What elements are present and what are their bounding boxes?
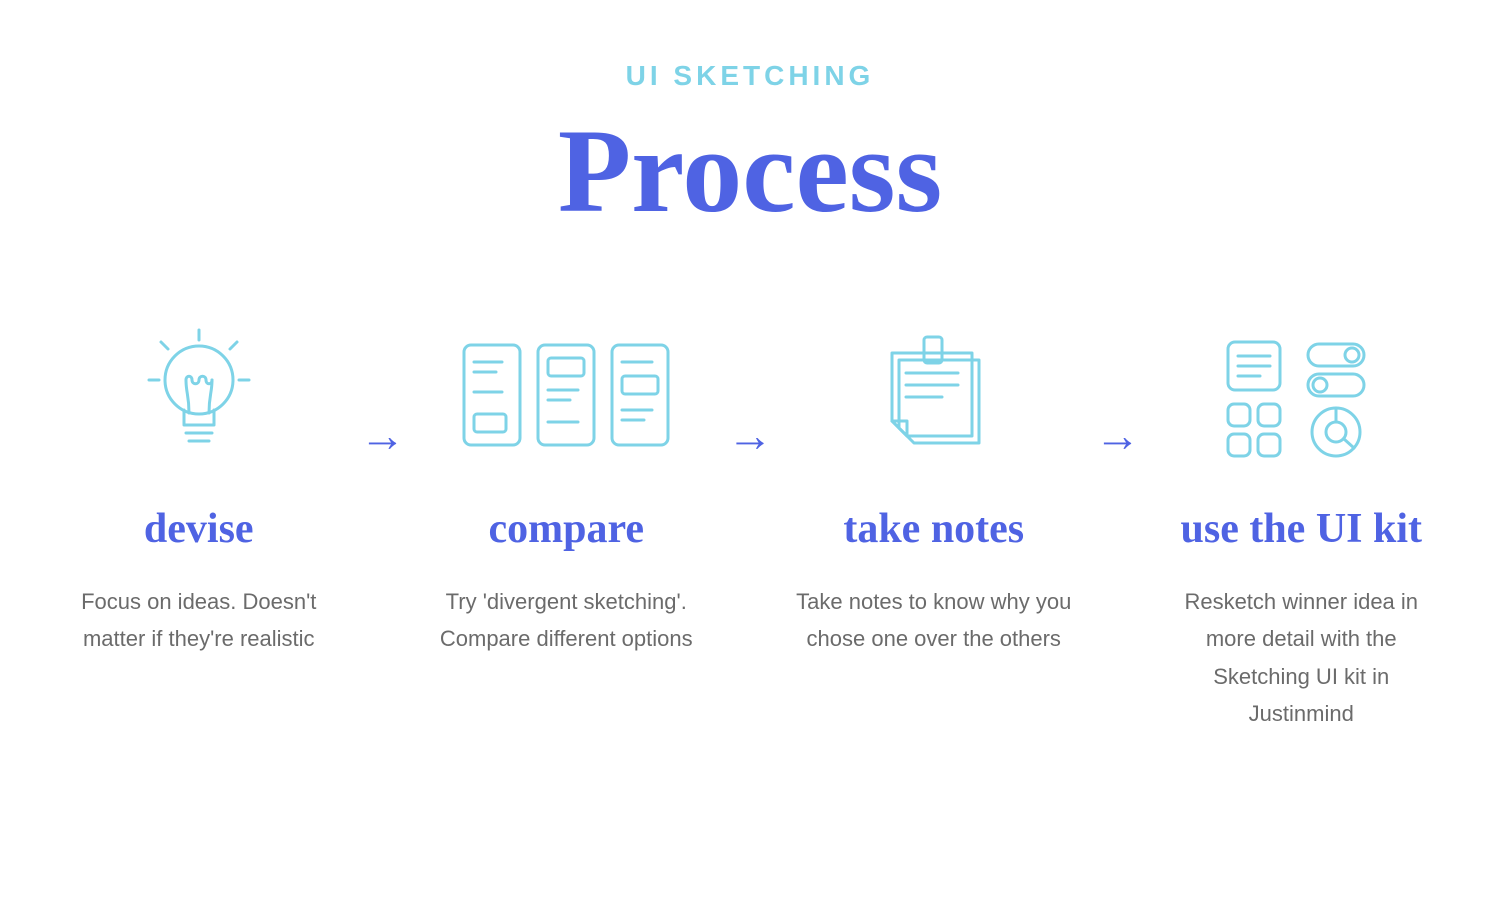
step-description: Focus on ideas. Doesn't matter if they'r…: [60, 583, 338, 658]
eyebrow-text: UI SKETCHING: [50, 60, 1450, 92]
step-description: Resketch winner idea in more detail with…: [1163, 583, 1441, 733]
step-take-notes: take notes Take notes to know why you ch…: [785, 320, 1083, 658]
step-description: Take notes to know why you chose one ove…: [795, 583, 1073, 658]
step-compare: compare Try 'divergent sketching'. Compa…: [418, 320, 716, 658]
arrow-icon: →: [715, 320, 785, 550]
ui-kit-icon: [1163, 320, 1441, 480]
arrow-glyph: →: [1095, 408, 1141, 462]
main-title: Process: [50, 102, 1450, 240]
wireframes-icon: [428, 320, 706, 480]
step-label: take notes: [843, 505, 1024, 553]
step-description: Try 'divergent sketching'. Compare diffe…: [428, 583, 706, 658]
steps-row: devise Focus on ideas. Doesn't matter if…: [50, 320, 1450, 733]
step-devise: devise Focus on ideas. Doesn't matter if…: [50, 320, 348, 658]
step-label: compare: [488, 505, 644, 553]
step-label: devise: [144, 505, 254, 553]
arrow-icon: →: [1083, 320, 1153, 550]
header: UI SKETCHING Process: [50, 60, 1450, 240]
step-label: use the UI kit: [1180, 505, 1422, 553]
sticky-note-icon: [795, 320, 1073, 480]
arrow-glyph: →: [360, 408, 406, 462]
arrow-glyph: →: [727, 408, 773, 462]
arrow-icon: →: [348, 320, 418, 550]
step-ui-kit: use the UI kit Resketch winner idea in m…: [1153, 320, 1451, 733]
lightbulb-icon: [60, 320, 338, 480]
